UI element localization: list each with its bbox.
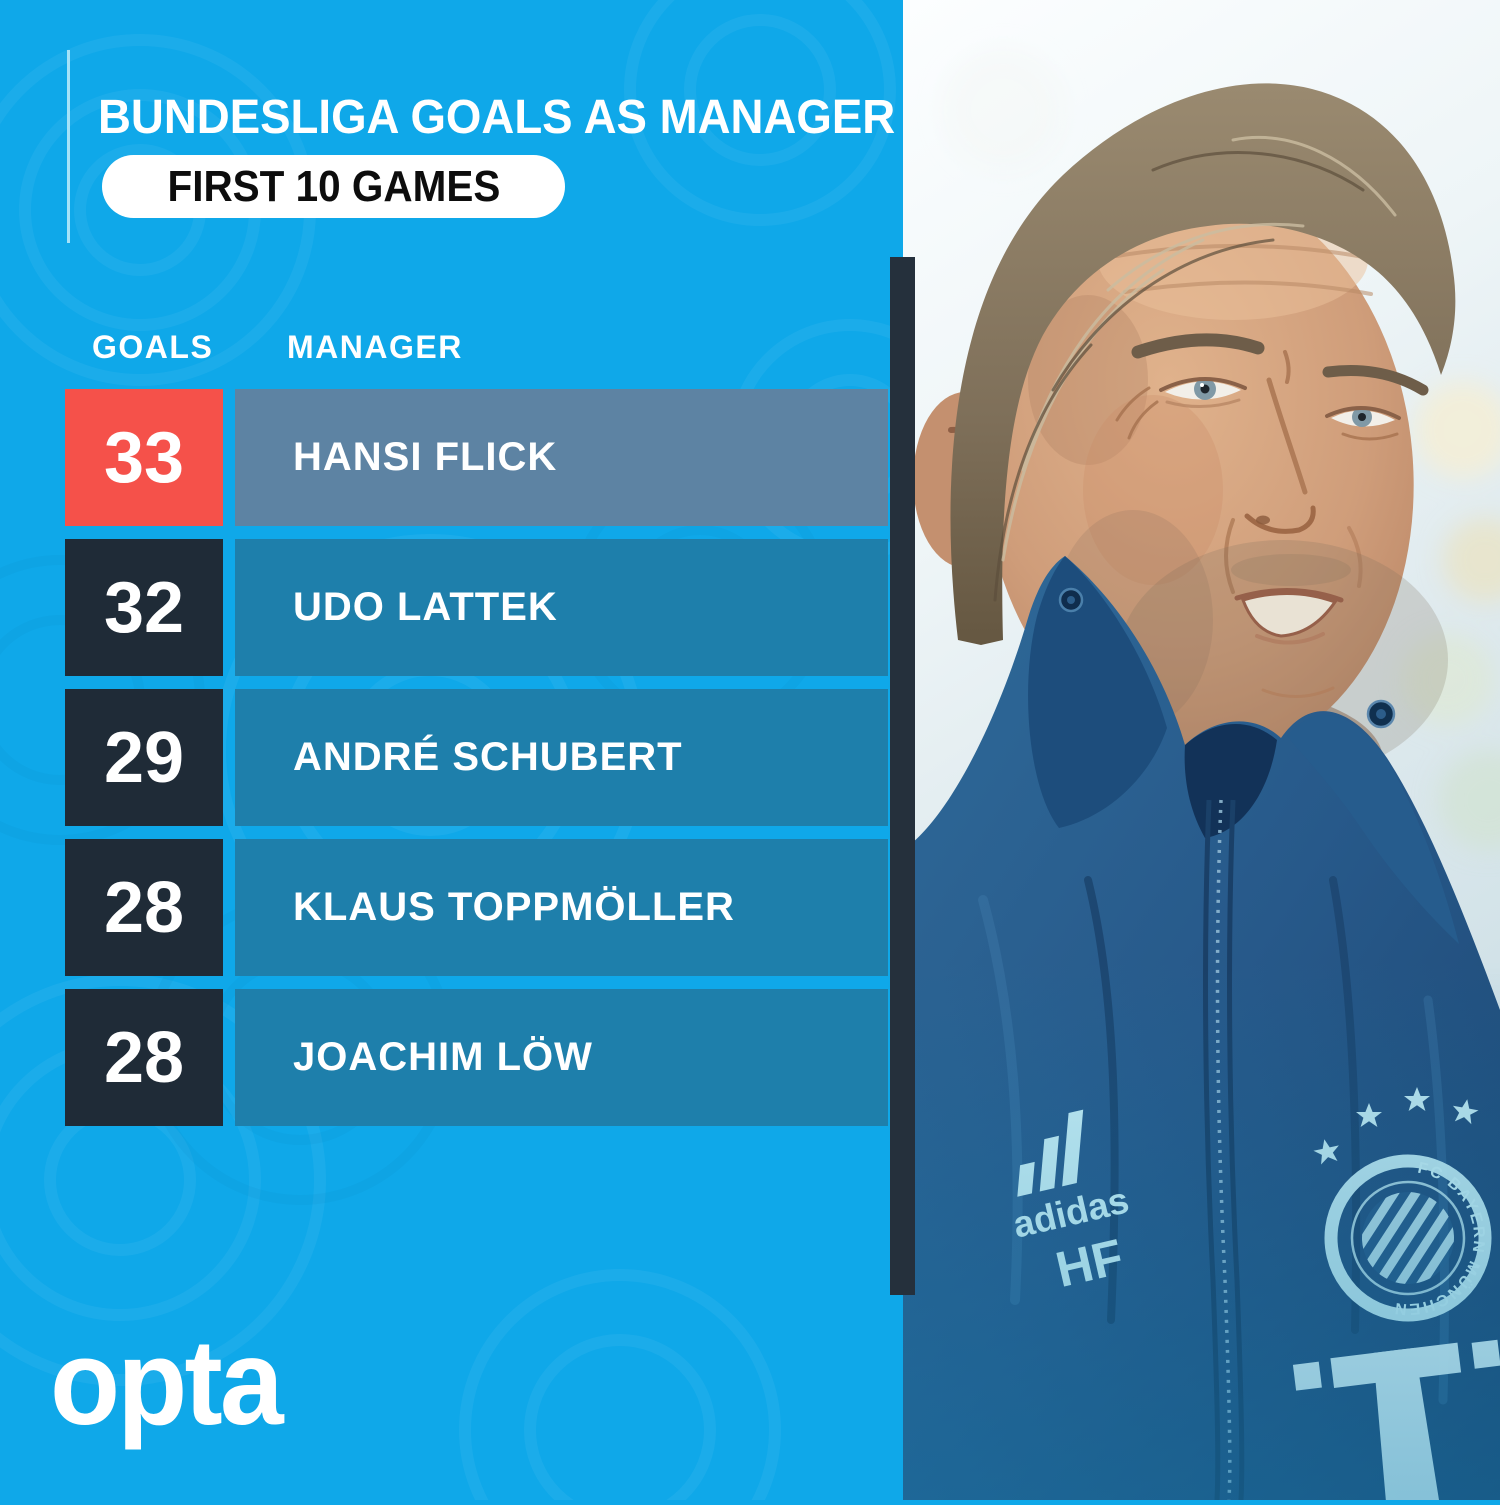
smiling-mouth bbox=[1234, 587, 1344, 645]
manager-name: HANSI FLICK bbox=[293, 435, 558, 479]
left-collar bbox=[1028, 556, 1167, 828]
left-eyebrow bbox=[1131, 333, 1265, 359]
column-header-goals: GOALS bbox=[92, 329, 214, 365]
right-eyebrow bbox=[1322, 365, 1429, 396]
divider-bar bbox=[890, 257, 915, 1295]
table-row: 28 KLAUS TOPPMÖLLER bbox=[65, 839, 888, 976]
opta-logo: opta bbox=[50, 1314, 284, 1450]
manager-name-bar: KLAUS TOPPMÖLLER bbox=[235, 839, 888, 976]
nasolabial-fold bbox=[1224, 518, 1235, 594]
goals-value: 29 bbox=[65, 689, 223, 826]
table-row: 29 ANDRÉ SCHUBERT bbox=[65, 689, 888, 826]
crows-feet-wrinkles bbox=[1115, 386, 1399, 441]
manager-name-bar: HANSI FLICK bbox=[235, 389, 888, 526]
goals-value: 28 bbox=[65, 839, 223, 976]
manager-name: JOACHIM LÖW bbox=[293, 1035, 593, 1079]
nose bbox=[1244, 377, 1316, 534]
subtitle-pill: FIRST 10 GAMES bbox=[102, 155, 565, 218]
eyes bbox=[1159, 377, 1401, 427]
manager-name: UDO LATTEK bbox=[293, 585, 558, 629]
goals-value: 32 bbox=[65, 539, 223, 676]
stubble bbox=[1118, 540, 1448, 780]
right-collar bbox=[1287, 715, 1459, 944]
manager-name: ANDRÉ SCHUBERT bbox=[293, 735, 683, 779]
goals-value: 33 bbox=[65, 389, 223, 526]
title-accent-line bbox=[67, 50, 70, 243]
snap-button bbox=[1058, 587, 1396, 729]
hair bbox=[950, 83, 1456, 645]
table-row: 28 JOACHIM LÖW bbox=[65, 989, 888, 1126]
page-title: BUNDESLIGA GOALS AS MANAGER bbox=[98, 91, 896, 144]
manager-name-bar: ANDRÉ SCHUBERT bbox=[235, 689, 888, 826]
manager-name: KLAUS TOPPMÖLLER bbox=[293, 885, 735, 929]
bokeh-lights bbox=[943, 50, 1500, 850]
photo-teal-tint bbox=[903, 960, 1500, 1500]
table-row: 32 UDO LATTEK bbox=[65, 539, 888, 676]
portrait-illustration: adidas HF bbox=[903, 0, 1500, 1505]
column-header-manager: MANAGER bbox=[287, 329, 463, 365]
subtitle-pill-label: FIRST 10 GAMES bbox=[167, 161, 500, 211]
chin-crease bbox=[1261, 686, 1335, 699]
manager-name-bar: UDO LATTEK bbox=[235, 539, 888, 676]
manager-photo: adidas HF bbox=[903, 0, 1500, 1505]
manager-name-bar: JOACHIM LÖW bbox=[235, 989, 888, 1126]
table-row: 33 HANSI FLICK bbox=[65, 389, 888, 526]
goals-value: 28 bbox=[65, 989, 223, 1126]
